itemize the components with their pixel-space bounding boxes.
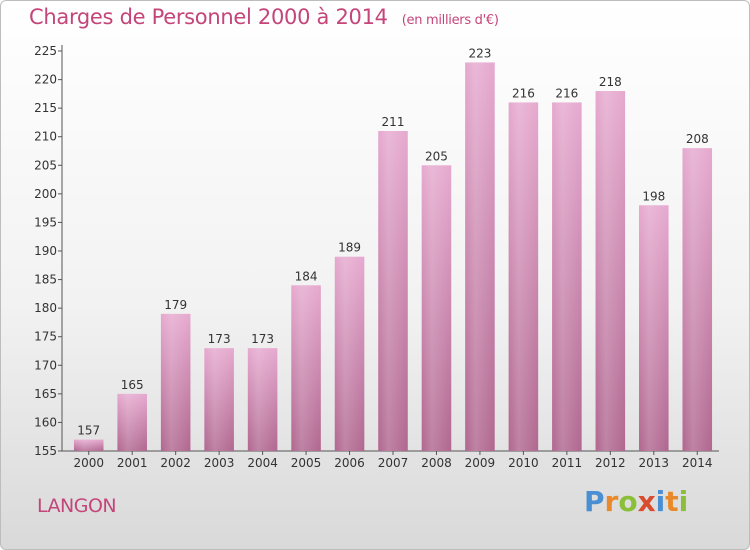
logo-letter: i bbox=[655, 485, 666, 518]
value-label-2002: 179 bbox=[164, 298, 187, 312]
x-tick-label-2004: 2004 bbox=[247, 456, 278, 470]
y-tick-label: 180 bbox=[34, 301, 57, 315]
x-tick-label-2013: 2013 bbox=[639, 456, 670, 470]
y-tick-label: 185 bbox=[34, 273, 57, 287]
labels: 2000 157 2001 165 2002 179 2003 173 2004 173 2005 1… bbox=[73, 46, 712, 470]
x-tick-label-2009: 2009 bbox=[465, 456, 496, 470]
x-tick-label-2011: 2011 bbox=[552, 456, 583, 470]
y-tick-label: 155 bbox=[34, 444, 57, 458]
y-tick-label: 210 bbox=[34, 130, 57, 144]
bar-highlight-2002 bbox=[160, 313, 191, 451]
logo-letter: x bbox=[637, 485, 656, 518]
bar-highlight-2003 bbox=[204, 348, 234, 451]
value-label-2003: 173 bbox=[208, 332, 231, 346]
y-tick-label: 160 bbox=[34, 415, 57, 429]
x-tick-label-2010: 2010 bbox=[508, 456, 539, 470]
value-label-2004: 173 bbox=[251, 332, 274, 346]
x-tick-label-2007: 2007 bbox=[378, 456, 409, 470]
bar-highlight-2007 bbox=[378, 131, 408, 451]
y-tick-label: 170 bbox=[34, 358, 57, 372]
value-label-2014: 208 bbox=[686, 132, 709, 146]
bar-highlight-2013 bbox=[639, 205, 669, 451]
value-label-2013: 198 bbox=[642, 189, 665, 203]
value-label-2011: 216 bbox=[555, 86, 578, 100]
value-label-2006: 189 bbox=[338, 241, 361, 255]
logo-letter: P bbox=[584, 485, 605, 518]
y-tick-label: 190 bbox=[34, 244, 57, 258]
bar-highlight-2012 bbox=[595, 91, 626, 451]
logo-letter: o bbox=[618, 485, 638, 518]
y-tick-label: 200 bbox=[34, 187, 57, 201]
bars bbox=[73, 62, 713, 452]
x-tick-label-2002: 2002 bbox=[160, 456, 191, 470]
chart-subtitle: (en milliers d'€) bbox=[401, 13, 499, 28]
logo-letter: r bbox=[604, 485, 619, 518]
x-tick-label-2001: 2001 bbox=[117, 456, 148, 470]
value-label-2008: 205 bbox=[425, 149, 448, 163]
x-tick-label-2000: 2000 bbox=[73, 456, 104, 470]
x-tick-label-2012: 2012 bbox=[595, 456, 626, 470]
value-label-2005: 184 bbox=[295, 269, 318, 283]
chart-title: Charges de Personnel 2000 à 2014 (en mill… bbox=[29, 5, 499, 29]
value-label-2009: 223 bbox=[468, 46, 491, 60]
bar-highlight-2006 bbox=[334, 256, 365, 451]
bar-highlight-2005 bbox=[291, 285, 321, 451]
proxiti-logo: Proxiti bbox=[584, 485, 688, 518]
y-tick-label: 215 bbox=[34, 101, 57, 115]
x-tick-label-2008: 2008 bbox=[421, 456, 452, 470]
bar-highlight-2001 bbox=[117, 393, 147, 451]
chart-title-text: Charges de Personnel 2000 à 2014 bbox=[29, 5, 388, 29]
x-tick-label-2005: 2005 bbox=[291, 456, 322, 470]
y-tick-label: 225 bbox=[34, 44, 57, 58]
commune-name: LANGON bbox=[37, 495, 117, 517]
bar-highlight-2008 bbox=[421, 165, 452, 452]
value-label-2000: 157 bbox=[77, 424, 100, 438]
logo-letter: i bbox=[678, 485, 689, 518]
x-tick-label-2006: 2006 bbox=[334, 456, 365, 470]
y-tick-label: 195 bbox=[34, 215, 57, 229]
bar-highlight-2004 bbox=[247, 348, 278, 451]
y-tick-label: 205 bbox=[34, 158, 57, 172]
value-label-2001: 165 bbox=[121, 378, 144, 392]
x-tick-label-2003: 2003 bbox=[204, 456, 235, 470]
logo-letter: t bbox=[665, 485, 679, 518]
y-tick-label: 165 bbox=[34, 387, 57, 401]
bar-highlight-2014 bbox=[682, 148, 713, 451]
value-label-2007: 211 bbox=[382, 115, 405, 129]
bar-highlight-2011 bbox=[552, 102, 582, 451]
x-tick-label-2014: 2014 bbox=[682, 456, 713, 470]
value-label-2010: 216 bbox=[512, 86, 535, 100]
y-tick-label: 220 bbox=[34, 73, 57, 87]
bar-highlight-2010 bbox=[508, 102, 539, 451]
bar-highlight-2009 bbox=[465, 62, 495, 452]
y-tick-label: 175 bbox=[34, 330, 57, 344]
value-label-2012: 218 bbox=[599, 75, 622, 89]
bar-highlight-2000 bbox=[73, 439, 104, 451]
axes: 155 160 165 170 175 180 185 190 195 200 205 210 215 2… bbox=[34, 44, 719, 458]
